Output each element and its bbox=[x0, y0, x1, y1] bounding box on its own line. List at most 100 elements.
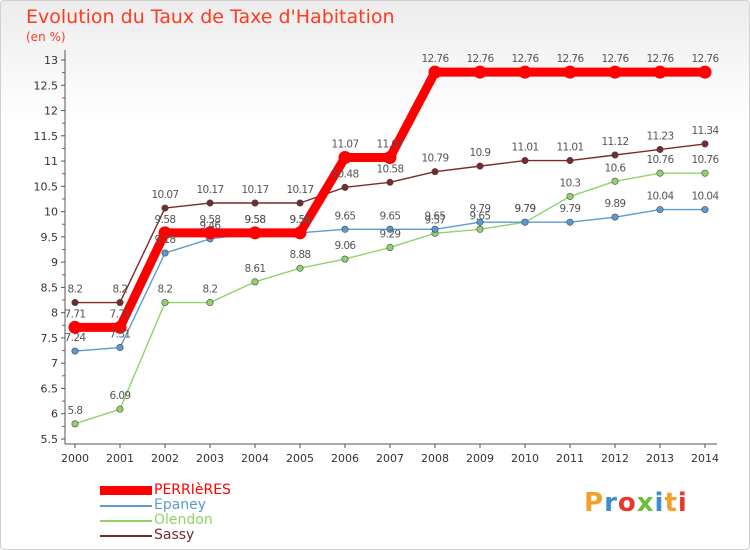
data-point-epaney bbox=[71, 347, 79, 355]
data-point-sassy bbox=[386, 178, 394, 186]
data-label-olendon: 6.09 bbox=[110, 390, 131, 402]
data-label-sassy: 10.48 bbox=[331, 168, 358, 180]
legend-item: Epaney bbox=[100, 498, 231, 513]
data-point-olendon bbox=[386, 243, 394, 251]
y-tick-label: 12.5 bbox=[34, 79, 59, 92]
y-tick-label: 10.5 bbox=[34, 180, 59, 193]
data-label-sassy: 11.23 bbox=[646, 130, 673, 142]
data-point-epaney bbox=[431, 225, 439, 233]
data-label-olendon: 10.6 bbox=[605, 162, 627, 174]
y-tick-label: 8.5 bbox=[41, 281, 59, 294]
data-point-sassy bbox=[431, 168, 439, 176]
x-tick-label: 2003 bbox=[196, 452, 224, 465]
x-tick-label: 2009 bbox=[466, 452, 494, 465]
data-label-olendon: 5.8 bbox=[68, 405, 83, 417]
legend-item: Sassy bbox=[100, 528, 231, 543]
data-label-epaney: 10.04 bbox=[646, 191, 674, 203]
data-point-epaney bbox=[386, 225, 394, 233]
data-point-sassy bbox=[71, 299, 79, 307]
data-label-epaney: 9.46 bbox=[200, 220, 222, 232]
chart-unit-label: (en %) bbox=[26, 30, 66, 44]
data-label-perrieres: 12.76 bbox=[511, 53, 539, 65]
data-label-perrieres: 12.76 bbox=[421, 53, 449, 65]
data-label-perrieres: 7.71 bbox=[65, 308, 86, 320]
data-label-olendon: 10.76 bbox=[646, 154, 674, 166]
data-point-epaney bbox=[701, 206, 709, 214]
x-tick-label: 2011 bbox=[556, 452, 584, 465]
data-label-sassy: 10.17 bbox=[241, 184, 268, 196]
data-point-perrieres bbox=[698, 65, 712, 79]
data-point-sassy bbox=[296, 199, 304, 207]
data-point-sassy bbox=[251, 199, 259, 207]
data-label-olendon: 8.88 bbox=[290, 249, 311, 261]
data-label-epaney: 9.65 bbox=[380, 210, 401, 222]
data-label-olendon: 8.2 bbox=[158, 284, 173, 296]
data-point-olendon bbox=[71, 420, 79, 428]
data-label-sassy: 11.12 bbox=[601, 136, 628, 148]
legend-label: PERRIèRES bbox=[154, 482, 231, 498]
legend-item: Olendon bbox=[100, 513, 231, 528]
data-point-olendon bbox=[566, 192, 574, 200]
data-point-olendon bbox=[611, 177, 619, 185]
x-tick-label: 2010 bbox=[511, 452, 539, 465]
data-point-olendon bbox=[296, 264, 304, 272]
data-point-sassy bbox=[161, 204, 169, 212]
data-point-perrieres bbox=[338, 151, 352, 165]
x-tick-label: 2004 bbox=[241, 452, 269, 465]
data-label-epaney: 9.79 bbox=[515, 203, 536, 215]
y-tick-label: 5.5 bbox=[41, 433, 59, 446]
data-point-sassy bbox=[566, 157, 574, 165]
data-label-olendon: 8.2 bbox=[203, 284, 218, 296]
data-point-sassy bbox=[521, 157, 529, 165]
data-label-olendon: 8.61 bbox=[245, 263, 266, 275]
data-point-sassy bbox=[206, 199, 214, 207]
data-point-epaney bbox=[566, 218, 574, 226]
data-point-perrieres bbox=[203, 226, 217, 240]
data-label-sassy: 10.17 bbox=[286, 184, 313, 196]
y-tick-label: 7.5 bbox=[41, 332, 59, 345]
data-label-sassy: 10.9 bbox=[470, 147, 491, 159]
data-point-sassy bbox=[341, 183, 349, 191]
data-label-epaney: 7.31 bbox=[110, 329, 131, 341]
x-tick-label: 2013 bbox=[646, 452, 674, 465]
data-point-olendon bbox=[476, 225, 484, 233]
data-label-olendon: 9.06 bbox=[335, 240, 357, 252]
data-label-perrieres: 12.76 bbox=[691, 53, 719, 65]
x-tick-label: 2000 bbox=[61, 452, 89, 465]
x-tick-label: 2012 bbox=[601, 452, 629, 465]
data-point-epaney bbox=[341, 225, 349, 233]
data-label-sassy: 10.07 bbox=[151, 189, 178, 201]
data-label-epaney: 9.18 bbox=[155, 234, 176, 246]
y-tick-label: 9.5 bbox=[41, 231, 59, 244]
data-label-sassy: 8.2 bbox=[68, 284, 83, 296]
data-point-sassy bbox=[656, 145, 664, 153]
data-label-epaney: 9.58 bbox=[290, 214, 311, 226]
data-label-perrieres: 12.76 bbox=[466, 53, 494, 65]
data-label-sassy: 10.79 bbox=[421, 153, 448, 165]
data-label-sassy: 11.34 bbox=[691, 125, 719, 137]
data-label-perrieres: 9.58 bbox=[155, 214, 176, 226]
data-point-epaney bbox=[656, 206, 664, 214]
data-label-sassy: 11.01 bbox=[511, 142, 538, 154]
data-point-olendon bbox=[116, 405, 124, 413]
y-tick-label: 13 bbox=[44, 54, 58, 67]
data-point-sassy bbox=[701, 140, 709, 148]
data-label-epaney: 7.24 bbox=[65, 332, 87, 344]
legend-swatch bbox=[100, 504, 152, 507]
data-label-epaney: 9.79 bbox=[560, 203, 581, 215]
data-label-olendon: 9.57 bbox=[425, 214, 446, 226]
y-tick-label: 9 bbox=[51, 256, 58, 269]
data-label-perrieres: 9.58 bbox=[290, 214, 311, 226]
data-label-epaney: 9.65 bbox=[425, 210, 446, 222]
data-point-olendon bbox=[251, 278, 259, 286]
x-tick-label: 2006 bbox=[331, 452, 359, 465]
x-tick-label: 2008 bbox=[421, 452, 449, 465]
data-label-perrieres: 9.58 bbox=[200, 214, 221, 226]
data-label-sassy: 8.2 bbox=[113, 284, 128, 296]
legend-swatch bbox=[100, 519, 152, 522]
data-point-perrieres bbox=[518, 65, 532, 79]
data-label-perrieres: 12.76 bbox=[646, 53, 674, 65]
y-tick-label: 6 bbox=[51, 408, 58, 421]
